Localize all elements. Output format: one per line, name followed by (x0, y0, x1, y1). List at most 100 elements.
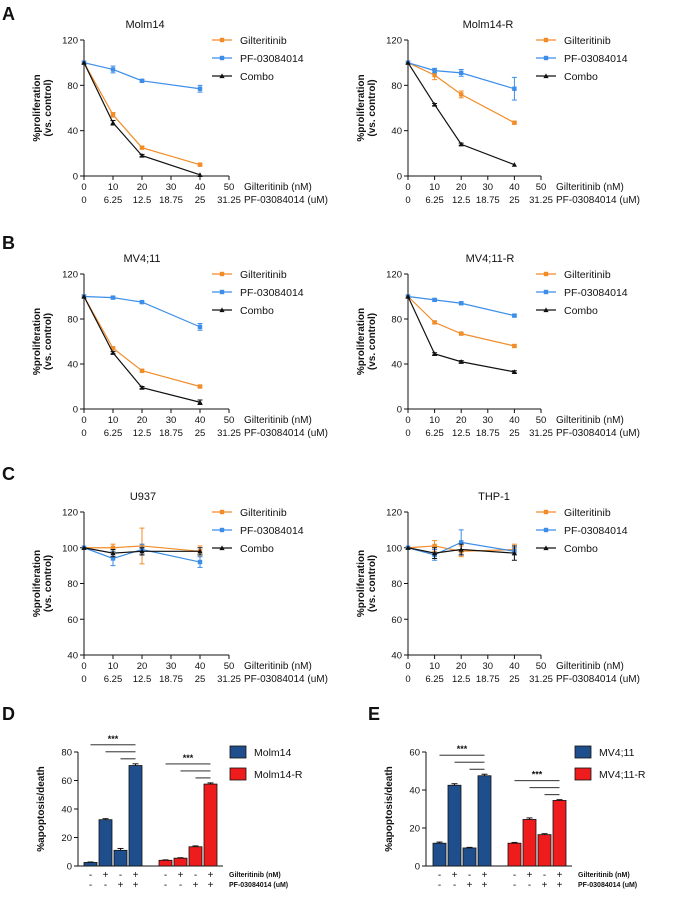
treatment-sign: - (104, 880, 107, 891)
data-point (458, 546, 464, 552)
x-tick-label: 0 (81, 415, 86, 426)
x-tick-label: 50 (536, 415, 547, 426)
treatment-sign: - (164, 880, 167, 891)
x-tick-label-secondary: 12.5 (452, 674, 471, 685)
x-tick-label-secondary: 31.25 (529, 674, 553, 685)
data-point (197, 172, 203, 177)
data-point (110, 112, 116, 117)
chart-title: MV4;11 (123, 253, 160, 265)
y-axis-label: %proliferation (32, 308, 43, 375)
x-tick-label: 10 (429, 661, 440, 672)
y-axis-label: (vs. control) (43, 79, 54, 136)
x-tick-label: 30 (166, 661, 177, 672)
x-tick-label-secondary: 6.25 (425, 195, 444, 206)
x-tick-label-secondary: 0 (81, 195, 86, 206)
x-tick-label-secondary: 6.25 (425, 428, 444, 439)
legend-label: Gilteritinib (564, 507, 611, 519)
x-axis-label-secondary: PF-03084014 (uM) (556, 195, 640, 206)
x-axis-label: Gilteritinib (nM) (244, 415, 312, 426)
data-point (110, 295, 116, 300)
series-combo: Combo (405, 543, 598, 561)
bar (83, 862, 98, 867)
chart-title: Molm14-R (463, 19, 514, 31)
treatment-sign: - (513, 880, 516, 891)
x-tick-label-secondary: 25 (195, 428, 206, 439)
data-point (110, 350, 116, 355)
series-line (83, 547, 200, 554)
treatment-sign: - (179, 880, 182, 891)
bar (128, 765, 143, 867)
x-tick-label: 40 (195, 182, 206, 193)
panel-letters: A B C D E (2, 4, 380, 724)
data-point (512, 86, 517, 91)
y-tick-label: 100 (386, 543, 402, 554)
significance-label: *** (532, 770, 543, 780)
x-tick-label-secondary: 31.25 (529, 195, 553, 206)
treatment-label: Gilteritinib (nM) (578, 872, 630, 879)
data-point (110, 346, 116, 351)
bar (537, 834, 552, 867)
x-tick-label: 30 (483, 661, 494, 672)
series-molm14-r: Molm14-R (158, 767, 303, 867)
treatment-sign: + (557, 870, 563, 881)
y-tick-label: 60 (391, 615, 402, 626)
treatment-sign: + (133, 870, 139, 881)
treatment-sign: + (118, 880, 124, 891)
bar (113, 849, 128, 867)
x-tick-label-secondary: 6.25 (104, 674, 123, 685)
legend-marker (219, 73, 225, 79)
y-tick-label: 0 (67, 862, 72, 873)
y-axis-label: (vs. control) (367, 555, 378, 612)
y-axis-label: (vs. control) (367, 313, 378, 370)
treatment-sign: - (119, 870, 122, 881)
treatment-sign: - (164, 870, 167, 881)
data-point (459, 301, 464, 306)
x-axis-label: Gilteritinib (nM) (556, 661, 624, 672)
series-line (83, 62, 201, 90)
legend-label: Combo (564, 71, 598, 83)
data-point (139, 78, 145, 83)
x-axis-label: Gilteritinib (nM) (556, 182, 624, 193)
y-tick-label: 40 (67, 360, 78, 371)
treatment-label: PF-03084014 (uM) (229, 882, 288, 889)
x-tick-label: 50 (224, 661, 235, 672)
y-axis-label: %proliferation (32, 74, 43, 141)
data-point (197, 324, 203, 330)
data-point (139, 153, 145, 158)
bar (98, 819, 113, 867)
legend-swatch (229, 767, 247, 781)
panel-letter-d: D (2, 704, 15, 724)
series-combo: Combo (405, 60, 598, 167)
data-point (512, 313, 517, 318)
legend-label: Gilteritinib (240, 269, 287, 281)
x-tick-label-secondary: 12.5 (133, 428, 152, 439)
treatment-label: Gilteritinib (nM) (229, 872, 281, 879)
x-tick-label: 50 (536, 661, 547, 672)
x-tick-label: 10 (108, 661, 119, 672)
series-line (84, 545, 201, 552)
legend-marker (219, 527, 225, 533)
y-axis-label: (vs. control) (43, 555, 54, 612)
data-point (110, 545, 116, 550)
legend-label: Molm14-R (254, 769, 303, 781)
data-point (432, 543, 437, 549)
y-tick-label: 60 (67, 615, 78, 626)
legend-marker (543, 271, 549, 277)
x-tick-label-secondary: 25 (195, 674, 206, 685)
legend-marker (219, 271, 225, 277)
data-point (197, 399, 203, 405)
chart-title: Molm14 (125, 19, 164, 31)
legend-label: Gilteritinib (240, 507, 287, 519)
legend-label: Combo (564, 543, 598, 555)
legend-label: PF-03084014 (240, 53, 304, 65)
y-tick-label: 60 (61, 776, 72, 787)
series-mv4-11-r: MV4;11-R (507, 767, 646, 867)
series-line (407, 62, 515, 166)
treatment-sign: - (438, 880, 441, 891)
treatment-sign: - (89, 880, 92, 891)
legend-marker (543, 289, 549, 295)
x-tick-label-secondary: 18.75 (476, 428, 500, 439)
data-point (81, 60, 87, 65)
